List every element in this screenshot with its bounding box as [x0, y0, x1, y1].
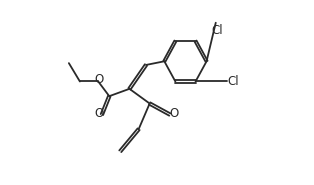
Text: O: O [95, 107, 104, 120]
Text: O: O [170, 107, 179, 120]
Text: Cl: Cl [227, 75, 239, 88]
Text: Cl: Cl [212, 23, 223, 37]
Text: O: O [95, 73, 104, 86]
